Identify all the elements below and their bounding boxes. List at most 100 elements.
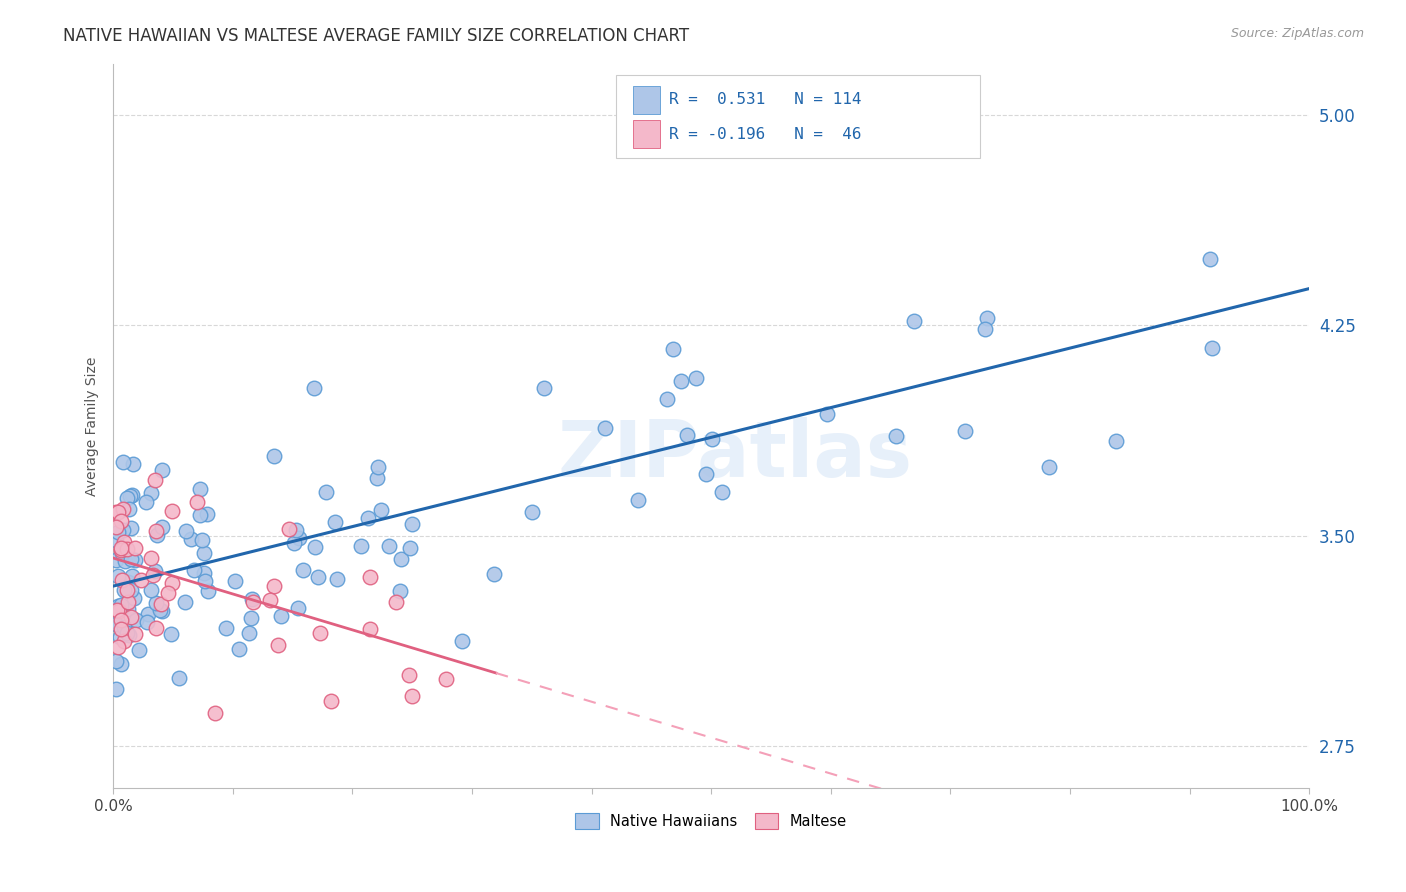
Y-axis label: Average Family Size: Average Family Size xyxy=(86,357,100,496)
Point xyxy=(145,597,167,611)
Point xyxy=(695,467,717,482)
Point xyxy=(593,421,616,435)
Point xyxy=(188,482,211,496)
Point xyxy=(482,567,505,582)
Point xyxy=(112,634,135,648)
Point xyxy=(378,539,401,553)
Point xyxy=(146,528,169,542)
Bar xyxy=(634,120,659,148)
Point xyxy=(114,554,136,568)
Point xyxy=(307,570,329,584)
Point xyxy=(903,314,925,328)
FancyBboxPatch shape xyxy=(616,75,980,158)
Point xyxy=(104,654,127,668)
Point xyxy=(128,643,150,657)
Point xyxy=(627,493,650,508)
Point xyxy=(1105,434,1128,448)
Point xyxy=(204,706,226,720)
Point xyxy=(357,511,380,525)
Point xyxy=(111,455,134,469)
Point xyxy=(215,622,238,636)
Point xyxy=(121,569,143,583)
Point xyxy=(398,668,420,682)
Point xyxy=(188,508,211,523)
Point xyxy=(533,382,555,396)
Point xyxy=(149,597,172,611)
Point xyxy=(145,524,167,538)
Point xyxy=(359,622,381,636)
Point xyxy=(267,638,290,652)
Point xyxy=(110,514,132,528)
Point xyxy=(107,505,129,519)
Point xyxy=(702,433,724,447)
Point xyxy=(120,609,142,624)
Point xyxy=(366,471,388,485)
Point xyxy=(124,553,146,567)
Point xyxy=(389,552,412,566)
Point xyxy=(117,574,139,589)
Point xyxy=(112,583,135,598)
Point xyxy=(662,343,685,357)
Point xyxy=(315,485,337,500)
Point xyxy=(104,505,127,519)
Point xyxy=(157,586,180,600)
Point xyxy=(976,311,998,326)
Point xyxy=(401,516,423,531)
Point xyxy=(522,505,544,519)
Point xyxy=(259,593,281,607)
Point xyxy=(145,621,167,635)
Point xyxy=(451,634,474,648)
Point xyxy=(150,604,173,618)
Point xyxy=(122,457,145,471)
Point xyxy=(104,520,127,534)
Point xyxy=(277,522,299,536)
Point xyxy=(105,553,128,567)
Point xyxy=(367,460,389,475)
Point xyxy=(112,620,135,634)
Point xyxy=(669,374,692,388)
Point xyxy=(302,381,325,395)
Point xyxy=(191,533,214,548)
Point xyxy=(174,524,197,538)
Point xyxy=(224,574,246,589)
Point xyxy=(136,615,159,629)
Point xyxy=(263,579,285,593)
Point xyxy=(107,640,129,654)
Text: NATIVE HAWAIIAN VS MALTESE AVERAGE FAMILY SIZE CORRELATION CHART: NATIVE HAWAIIAN VS MALTESE AVERAGE FAMIL… xyxy=(63,27,689,45)
Point xyxy=(120,582,142,597)
Point xyxy=(111,546,134,560)
Point xyxy=(110,602,132,616)
Point xyxy=(242,591,264,606)
Text: R = -0.196   N =  46: R = -0.196 N = 46 xyxy=(669,127,862,142)
Point xyxy=(115,582,138,597)
Point xyxy=(108,630,131,644)
Point xyxy=(173,595,195,609)
Point xyxy=(141,582,163,597)
Point xyxy=(270,609,292,624)
Point xyxy=(135,495,157,509)
Point xyxy=(104,616,127,631)
Point xyxy=(120,521,142,535)
Point xyxy=(110,622,132,636)
Point xyxy=(389,584,412,599)
Point xyxy=(186,495,208,509)
Point xyxy=(111,574,134,588)
Point xyxy=(124,626,146,640)
Point xyxy=(107,569,129,583)
Point xyxy=(1038,460,1060,475)
Point xyxy=(160,627,183,641)
Text: ZIPatlas: ZIPatlas xyxy=(558,417,912,493)
Point xyxy=(118,502,141,516)
Point xyxy=(238,626,260,640)
Point xyxy=(120,489,142,503)
Point xyxy=(115,491,138,506)
Point xyxy=(319,694,342,708)
Point xyxy=(160,504,183,518)
Point xyxy=(180,532,202,546)
Bar xyxy=(634,86,659,113)
Point xyxy=(350,539,373,553)
Point xyxy=(104,681,127,696)
Point xyxy=(815,408,838,422)
Point xyxy=(143,474,166,488)
Point xyxy=(399,541,422,555)
